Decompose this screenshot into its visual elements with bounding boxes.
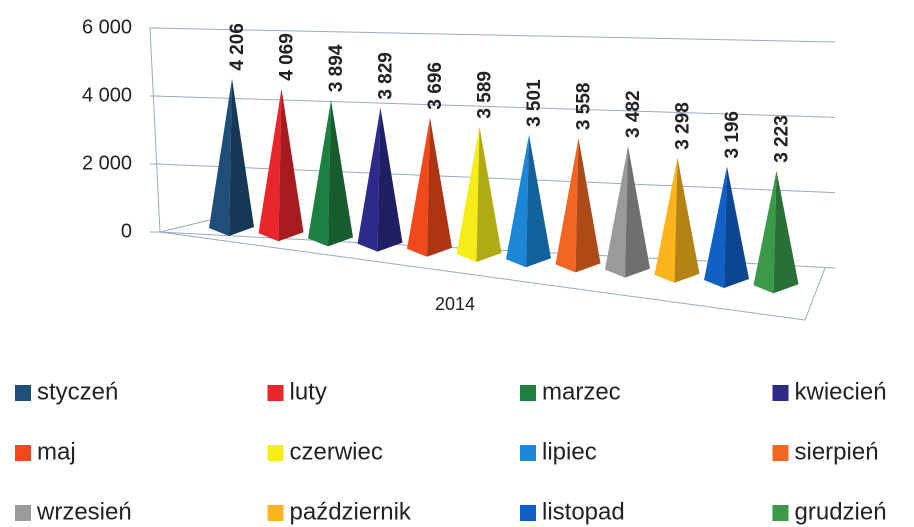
data-label: 3 696 xyxy=(425,62,446,110)
pyramid-face xyxy=(724,166,749,288)
pyramid-face xyxy=(258,88,282,242)
pyramid-face xyxy=(625,145,650,278)
legend-swatch xyxy=(520,385,536,401)
data-label: 3 501 xyxy=(524,79,545,127)
legend-label: luty xyxy=(290,378,327,405)
legend-label: kwiecień xyxy=(795,378,887,405)
legend-swatch xyxy=(267,445,284,461)
pyramid-face xyxy=(605,145,628,278)
pyramid-face xyxy=(704,166,727,288)
pyramid-face xyxy=(753,170,777,294)
pyramid-face xyxy=(209,78,232,236)
legend-swatch xyxy=(267,385,284,401)
legend-swatch xyxy=(520,505,536,521)
legend-label: wrzesień xyxy=(36,498,132,525)
pyramid-face xyxy=(456,126,480,262)
y-tick-label: 2 000 xyxy=(82,152,132,174)
floor-edge xyxy=(159,219,211,233)
data-label: 3 223 xyxy=(772,115,793,163)
pyramid-face xyxy=(328,100,353,247)
pyramid-face xyxy=(407,117,430,257)
legend-swatch xyxy=(520,445,536,461)
pyramid-face xyxy=(575,138,601,273)
data-label: 3 829 xyxy=(376,52,397,100)
pyramid-face xyxy=(229,78,254,236)
pyramid-face xyxy=(278,88,304,242)
legend-label: styczeń xyxy=(37,378,118,405)
legend-label: grudzień xyxy=(795,498,887,525)
legend-label: sierpień xyxy=(795,438,879,465)
legend-label: marzec xyxy=(542,378,621,405)
pyramid-face xyxy=(377,107,403,252)
data-label: 3 298 xyxy=(673,102,694,150)
data-label: 3 558 xyxy=(574,83,595,131)
data-label: 4 206 xyxy=(227,23,248,71)
y-tick-label: 0 xyxy=(121,220,132,242)
grid-line xyxy=(149,27,836,43)
legend-label: listopad xyxy=(542,498,625,525)
legend-swatch xyxy=(15,385,31,401)
data-label: 4 069 xyxy=(277,33,298,81)
data-label: 3 589 xyxy=(475,71,496,119)
y-tick-label: 6 000 xyxy=(82,16,132,38)
legend-label: czerwiec xyxy=(290,438,383,465)
pyramid-face xyxy=(476,126,502,262)
legend-swatch xyxy=(772,505,789,521)
data-label: 3 196 xyxy=(722,111,743,159)
pyramid-face xyxy=(674,157,700,283)
legend-swatch xyxy=(772,385,789,401)
pyramid-face xyxy=(308,100,331,247)
x-tick-label: 2014 xyxy=(435,294,475,314)
pyramid-face xyxy=(773,170,799,294)
legend-swatch xyxy=(772,445,789,461)
pyramid-face xyxy=(357,107,381,252)
y-tick-label: 4 000 xyxy=(82,84,132,106)
floor-edge xyxy=(804,267,826,321)
pyramid-face xyxy=(654,157,678,283)
pyramid-face xyxy=(555,138,579,273)
grid-line xyxy=(156,163,836,194)
legend-swatch xyxy=(267,505,284,521)
legend-label: maj xyxy=(37,438,76,465)
data-label: 3 482 xyxy=(623,90,644,138)
legend-label: październik xyxy=(290,498,412,525)
legend-swatch xyxy=(15,505,31,521)
legend-label: lipiec xyxy=(542,438,597,465)
data-label: 3 894 xyxy=(326,44,347,92)
grid-line xyxy=(153,95,836,118)
legend-swatch xyxy=(15,445,31,461)
pyramid-face xyxy=(427,117,452,257)
pyramid-face xyxy=(526,134,551,268)
pyramid-face xyxy=(506,134,529,268)
